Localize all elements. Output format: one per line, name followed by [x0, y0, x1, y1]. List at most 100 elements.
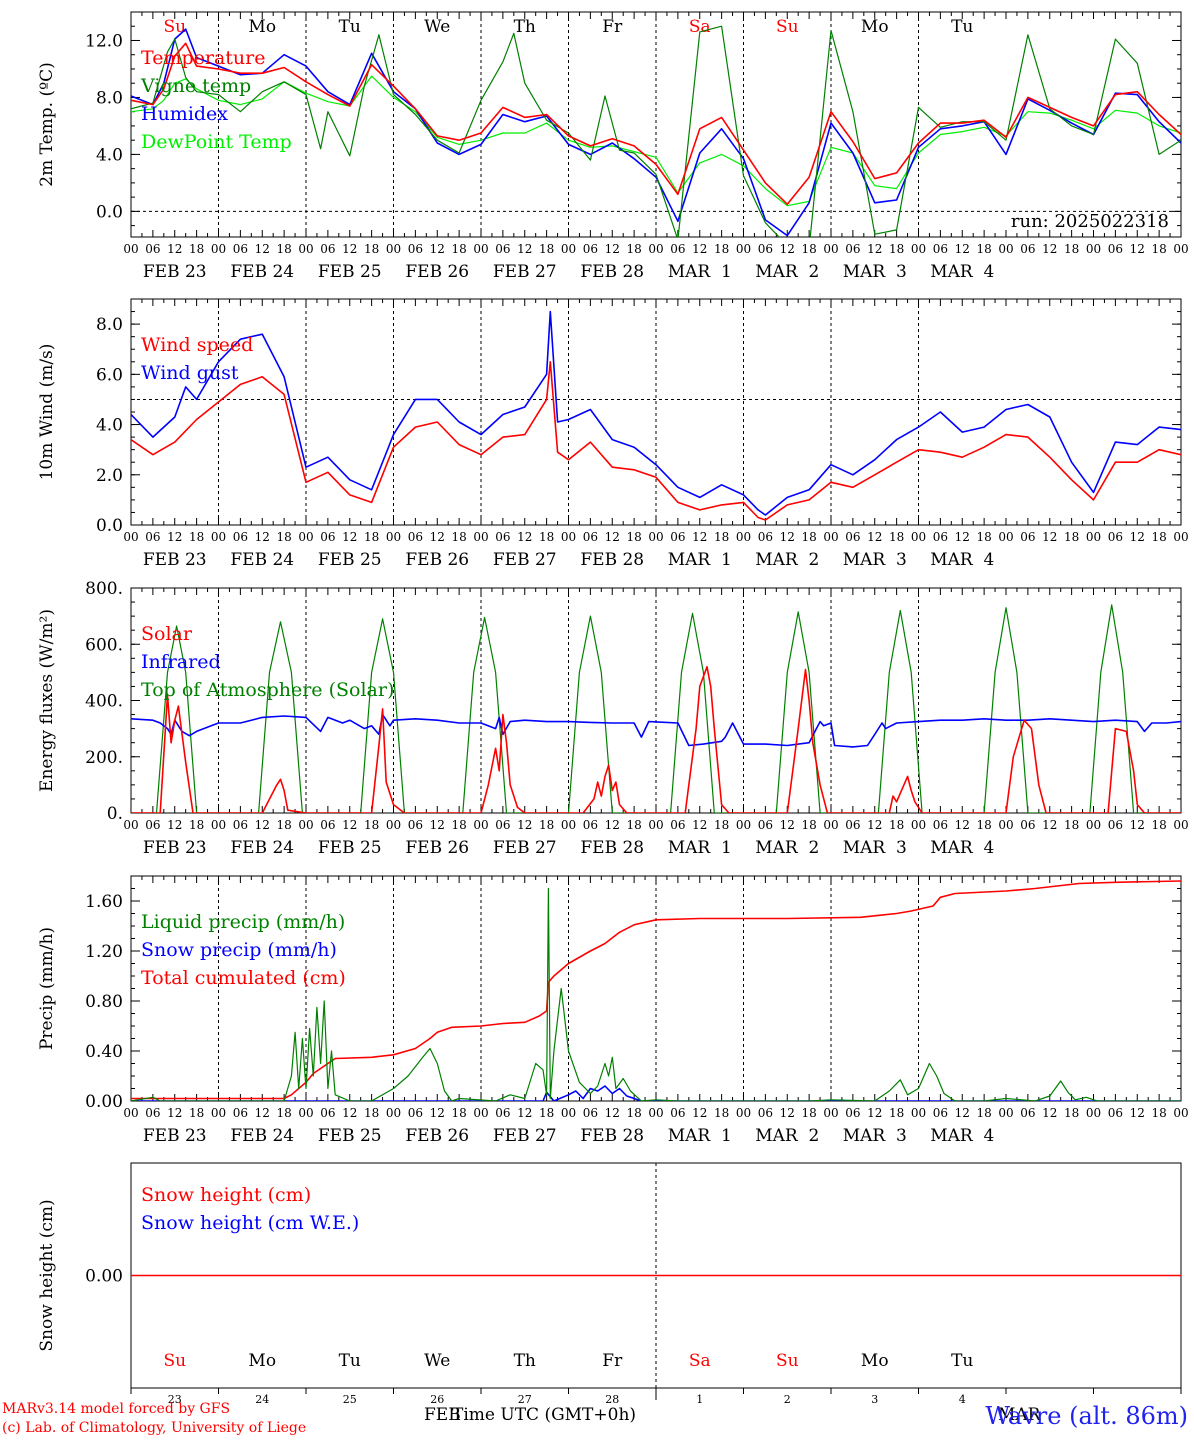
- hour-tick-label: 06: [145, 1106, 160, 1120]
- hour-tick-label: 18: [1151, 530, 1166, 544]
- hour-tick-label: 00: [998, 1106, 1013, 1120]
- hour-tick-label: 00: [1086, 818, 1101, 832]
- day-number-label: 24: [255, 1393, 269, 1406]
- hour-tick-label: 12: [955, 1106, 970, 1120]
- y-tick-label: 800.: [85, 579, 123, 599]
- hour-tick-label: 00: [473, 530, 488, 544]
- hour-tick-label: 00: [648, 818, 663, 832]
- hour-tick-label: 06: [670, 242, 685, 256]
- hour-tick-label: 06: [583, 242, 598, 256]
- hour-tick-label: 12: [430, 818, 445, 832]
- panel-4: 00 06 12 18 00 06 12 18 00 06 12 18 00 06 12 18 00 06 12 18…: [37, 875, 1189, 1146]
- hour-tick-label: 06: [1020, 1106, 1035, 1120]
- series-line-vigne-temp: [131, 25, 1181, 237]
- hour-tick-label: 00: [298, 1106, 313, 1120]
- run-annotation: run: 2025022318: [1011, 211, 1169, 232]
- date-label: FEB 24: [230, 262, 294, 282]
- hour-tick-label: 12: [605, 818, 620, 832]
- hour-tick-label: 00: [561, 1106, 576, 1120]
- panel-5: Su 23 Mo 24 Tu 25 We 26 Th 27 Fr 28 Sa 1 Su 2 Mo 3 Tu 4 0.00…: [37, 1162, 1182, 1406]
- y-axis-label: Energy fluxes (W/m²): [37, 609, 57, 792]
- hour-tick-label: 00: [473, 242, 488, 256]
- hour-tick-label: 06: [1020, 530, 1035, 544]
- hour-tick-label: 06: [495, 242, 510, 256]
- series-line-snow-precip-mm-h: [131, 1085, 1181, 1101]
- legend-entry: Infrared: [141, 651, 221, 673]
- date-label: FEB 27: [493, 550, 557, 570]
- y-axis-label: Precip (mm/h): [37, 927, 57, 1050]
- hour-tick-label: 06: [233, 1106, 248, 1120]
- hour-tick-label: 18: [539, 818, 554, 832]
- date-label: FEB 23: [143, 550, 207, 570]
- series-line-dewpoint-temp: [131, 75, 1181, 207]
- hour-tick-label: 00: [386, 242, 401, 256]
- hour-tick-label: 18: [364, 530, 379, 544]
- hour-tick-label: 06: [408, 1106, 423, 1120]
- weekday-label: Su: [776, 17, 799, 37]
- hour-tick-label: 12: [517, 242, 532, 256]
- series-line-infrared: [131, 713, 1181, 748]
- hour-tick-label: 12: [780, 1106, 795, 1120]
- hour-tick-label: 12: [867, 242, 882, 256]
- date-label: MAR 3: [843, 1126, 907, 1146]
- hour-tick-label: 00: [211, 242, 226, 256]
- y-tick-label: 0.: [107, 804, 123, 824]
- hour-tick-label: 00: [998, 242, 1013, 256]
- date-label: FEB 28: [580, 550, 644, 570]
- day-number-label: 27: [518, 1393, 532, 1406]
- hour-tick-label: 12: [255, 818, 270, 832]
- hour-tick-label: 18: [626, 530, 641, 544]
- date-label: FEB 26: [405, 1126, 469, 1146]
- hour-tick-label: 18: [189, 242, 204, 256]
- hour-tick-label: 18: [801, 818, 816, 832]
- month-label-right: MAR: [998, 1405, 1041, 1425]
- hour-tick-label: 18: [1151, 818, 1166, 832]
- y-axis-label: 2m Temp. (ºC): [37, 62, 57, 187]
- weekday-label: Mo: [248, 1351, 276, 1371]
- weekday-label: We: [424, 17, 450, 37]
- hour-tick-label: 06: [408, 242, 423, 256]
- weekday-label: Su: [163, 1351, 186, 1371]
- credit-line-1: MARv3.14 model forced by GFS: [2, 1401, 231, 1417]
- hour-tick-label: 06: [495, 1106, 510, 1120]
- hour-tick-label: 18: [889, 818, 904, 832]
- hour-tick-label: 12: [1130, 1106, 1145, 1120]
- hour-tick-label: 12: [780, 818, 795, 832]
- hour-tick-label: 00: [211, 818, 226, 832]
- hour-tick-label: 00: [211, 1106, 226, 1120]
- hour-tick-label: 18: [451, 242, 466, 256]
- panel-3: 00 06 12 18 00 06 12 18 00 06 12 18 00 06 12 18 00 06 12 18…: [37, 579, 1189, 858]
- hour-tick-label: 12: [430, 242, 445, 256]
- hour-tick-label: 00: [911, 242, 926, 256]
- hour-tick-label: 06: [495, 530, 510, 544]
- y-tick-label: 200.: [85, 748, 123, 768]
- series-line-wind-speed: [131, 361, 1181, 521]
- series-line-top-of-atmosphere-solar: [131, 604, 1181, 813]
- legend-entry: Snow precip (mm/h): [141, 939, 337, 961]
- series-line-temperature: [131, 42, 1181, 205]
- hour-tick-label: 12: [780, 242, 795, 256]
- hour-tick-label: 12: [780, 530, 795, 544]
- panel-1: 00 06 12 18 00 06 12 18 00 06 12 18 00 06 12 18 00 06 12 18…: [37, 11, 1189, 282]
- hour-tick-label: 00: [911, 1106, 926, 1120]
- y-tick-label: 4.0: [96, 416, 123, 436]
- day-number-label: 26: [430, 1393, 444, 1406]
- hour-tick-label: 18: [889, 1106, 904, 1120]
- date-label: FEB 28: [580, 838, 644, 858]
- weekday-label: Su: [163, 17, 186, 37]
- hour-tick-label: 00: [736, 530, 751, 544]
- y-tick-label: 400.: [85, 692, 123, 712]
- hour-tick-label: 12: [167, 1106, 182, 1120]
- hour-tick-label: 18: [451, 1106, 466, 1120]
- hour-tick-label: 18: [1151, 1106, 1166, 1120]
- date-label: MAR 4: [930, 550, 994, 570]
- hour-tick-label: 18: [1064, 1106, 1079, 1120]
- series-line-liquid-precip-mm-h: [131, 887, 1181, 1101]
- hour-tick-label: 00: [736, 242, 751, 256]
- hour-tick-label: 00: [1086, 530, 1101, 544]
- weekday-label: Th: [514, 1351, 536, 1371]
- hour-tick-label: 12: [955, 818, 970, 832]
- legend-entry: Snow height (cm W.E.): [141, 1212, 359, 1234]
- date-label: FEB 27: [493, 262, 557, 282]
- date-label: FEB 24: [230, 838, 294, 858]
